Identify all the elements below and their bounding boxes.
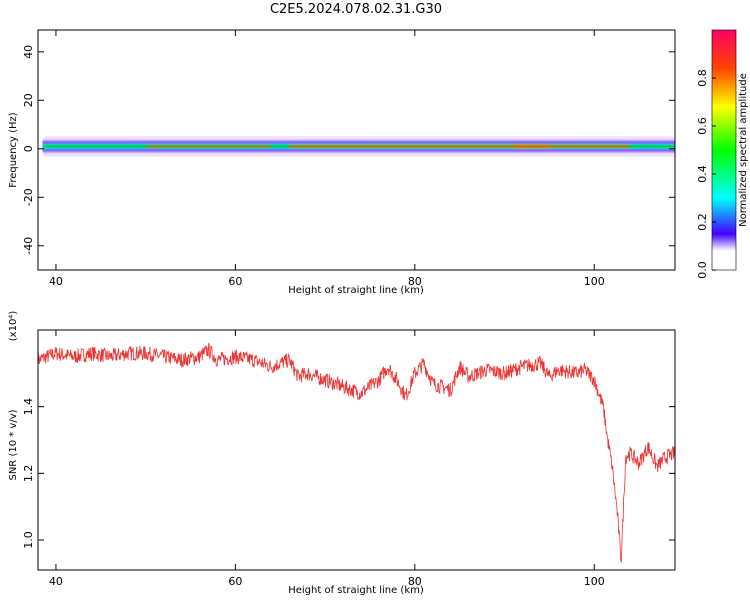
y-tick-label: 40 [22,45,35,59]
snr-panel: 40 60 80 100 1.0 1.2 1.4 (x10⁴) Height of stra… [8,311,676,596]
colorbar-tick-label: 0.8 [696,69,709,87]
y-tick-label: -20 [22,188,35,206]
spectrogram-y-label: Frequency (Hz) [8,112,19,188]
colorbar-tick-label: 0.0 [696,261,709,279]
chart-title: C2E5.2024.078.02.31.G30 [270,2,442,17]
x-tick-label: 60 [228,275,242,288]
colorbar-label: Normalized spectral amplitude [738,73,749,227]
snr-frame [37,329,676,571]
y-tick-label: 1.2 [22,465,35,483]
x-tick-label: 40 [49,575,63,588]
snr-y-label: SNR (10 * v/v) [8,409,19,480]
colorbar-tick-label: 0.4 [696,165,709,183]
colorbar-tick-label: 0.6 [696,117,709,135]
snr-x-label: Height of straight line (km) [288,585,424,596]
x-tick-label: 60 [228,575,242,588]
x-tick-label: 40 [49,275,63,288]
spectrogram-panel: 40 60 80 100 -40 -20 0 20 40 Height of straight … [8,29,676,296]
x-tick-label: 80 [408,575,422,588]
snr-multiplier: (x10⁴) [8,311,19,342]
snr-line [38,342,675,563]
colorbar-gradient [711,29,737,271]
y-tick-label: 1.4 [22,398,35,416]
x-tick-label: 80 [408,275,422,288]
y-tick-label: 0 [22,145,35,152]
colorbar: 0.0 0.2 0.4 0.6 0.8 Normalized spectral ampl… [696,29,749,279]
spectrogram-x-label: Height of straight line (km) [288,285,424,296]
y-tick-label: 20 [22,93,35,107]
y-tick-label: 1.0 [22,531,35,549]
y-tick-label: -40 [22,237,35,255]
x-tick-label: 100 [584,275,605,288]
colorbar-tick-label: 0.2 [696,213,709,231]
spectrogram-frame [37,29,676,271]
x-tick-label: 100 [584,575,605,588]
